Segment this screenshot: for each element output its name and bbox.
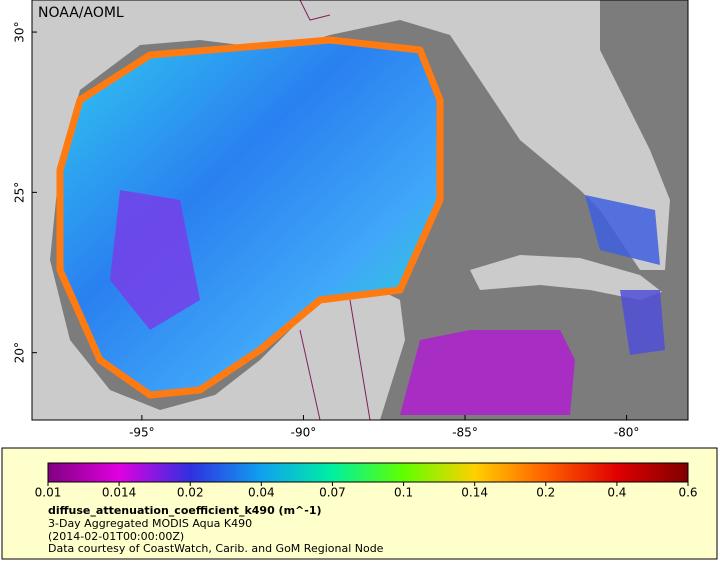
colorbar-tick-label: 0.1 <box>394 486 413 500</box>
colorbar-tick-label: 0.014 <box>102 486 136 500</box>
caption-variable: diffuse_attenuation_coefficient_k490 (m^… <box>48 504 322 517</box>
data-swath <box>400 330 575 415</box>
data-swath <box>620 290 665 355</box>
colorbar-tick-label: 0.6 <box>678 486 697 500</box>
colorbar-tick-label: 0.2 <box>536 486 555 500</box>
colorbar-tick-label: 0.07 <box>319 486 346 500</box>
land <box>470 255 662 300</box>
caption-product: 3-Day Aggregated MODIS Aqua K490 <box>48 517 252 530</box>
colorbar-tick-label: 0.14 <box>461 486 488 500</box>
colorbar-tick-label: 0.01 <box>35 486 62 500</box>
colorbar <box>47 462 689 483</box>
x-tick-label: -95° <box>129 426 155 440</box>
map-frame <box>31 0 689 421</box>
data-swath <box>585 195 660 265</box>
credit-label: NOAA/AOML <box>38 5 124 21</box>
y-tick-label: 20° <box>13 342 27 363</box>
colorbar-tick-label: 0.04 <box>248 486 275 500</box>
colorbar-tick-label: 0.4 <box>607 486 626 500</box>
land <box>160 290 405 420</box>
land <box>32 0 670 420</box>
y-tick-label: 25° <box>13 182 27 203</box>
y-tick-label: 30° <box>13 21 27 42</box>
data-swath <box>110 190 200 330</box>
caption-time: (2014-02-01T00:00:00Z) <box>48 530 184 543</box>
x-tick-label: -80° <box>614 426 640 440</box>
colorbar-tick-label: 0.02 <box>177 486 204 500</box>
x-tick-label: -85° <box>452 426 478 440</box>
map: NOAA/AOML <box>31 0 689 421</box>
x-tick-label: -90° <box>291 426 317 440</box>
border <box>299 0 371 421</box>
caption-credit: Data courtesy of CoastWatch, Carib. and … <box>48 542 384 555</box>
